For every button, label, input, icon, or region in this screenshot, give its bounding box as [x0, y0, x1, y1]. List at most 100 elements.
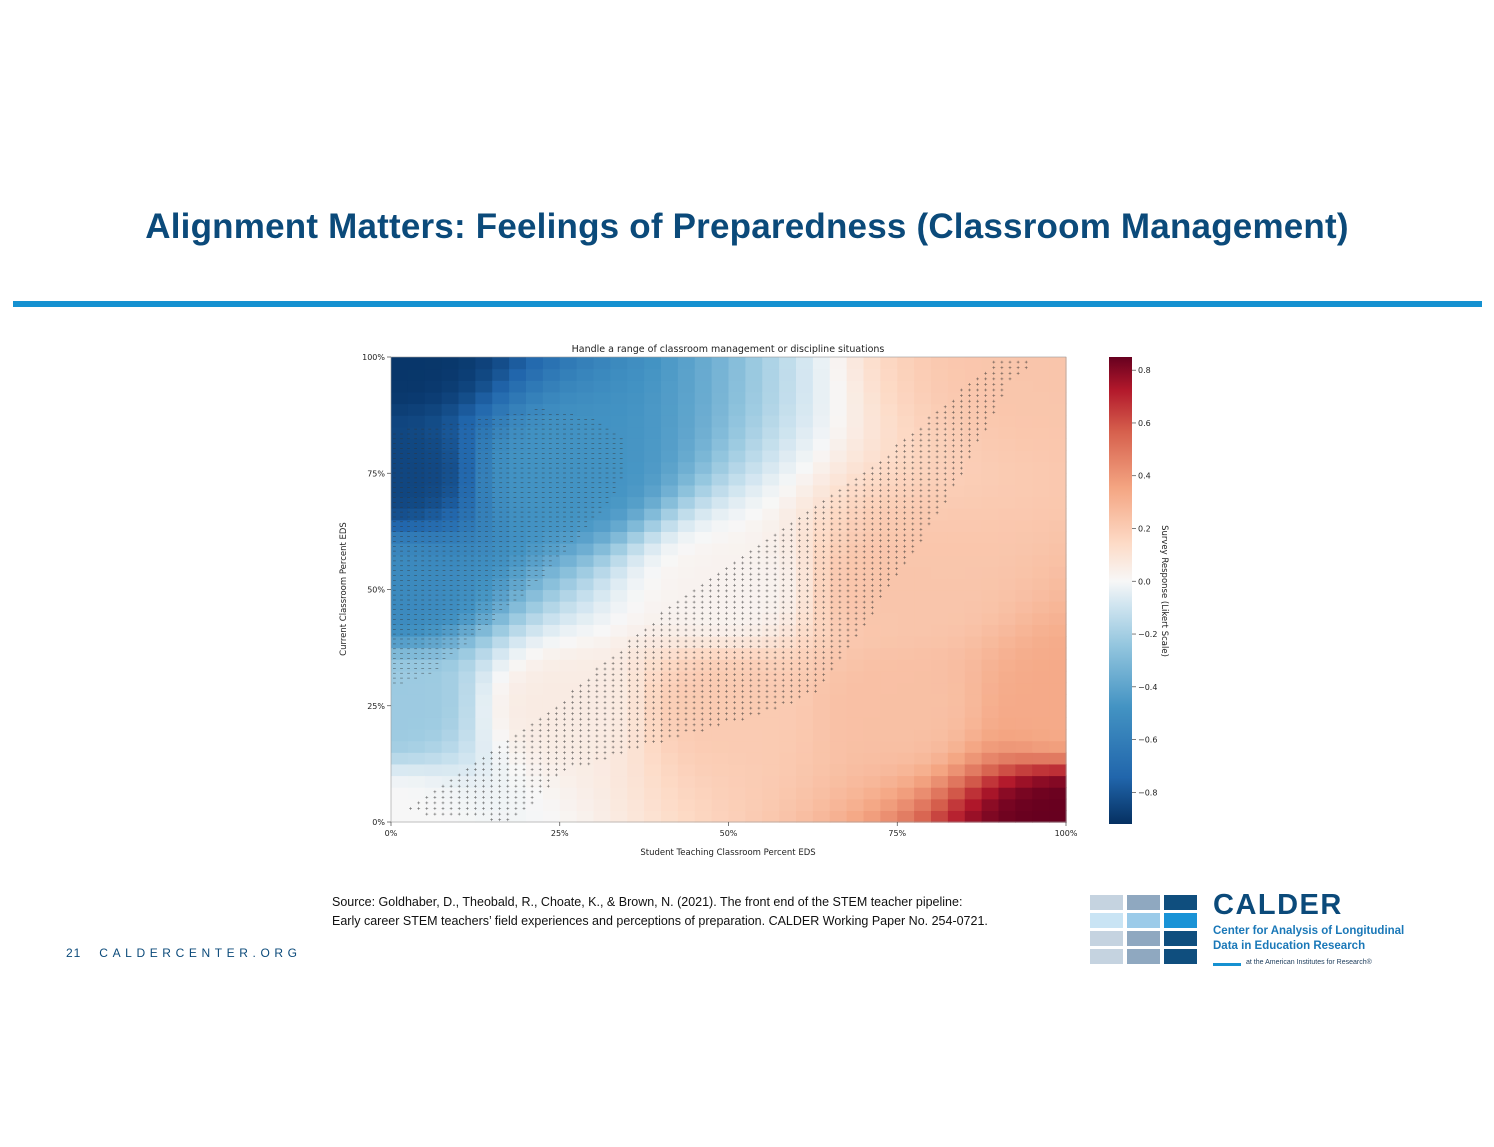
- heatmap-cell: [475, 775, 493, 788]
- heatmap-cell: [1032, 380, 1050, 393]
- heatmap-cell: [526, 438, 544, 451]
- heatmap-cell: [1015, 484, 1033, 498]
- heatmap-cell: [559, 705, 578, 718]
- heatmap-cell: [391, 461, 409, 474]
- heatmap-cell: [863, 763, 881, 777]
- heatmap-cell: [981, 484, 1000, 498]
- heatmap-cell: [677, 636, 696, 649]
- heatmap-cell: [981, 810, 1000, 823]
- heatmap-cell: [947, 531, 966, 544]
- heatmap-cell: [441, 624, 460, 637]
- heatmap-cell: [846, 543, 865, 556]
- heatmap-cell: [779, 705, 797, 718]
- heatmap-cell: [407, 682, 426, 695]
- heatmap-cell: [1032, 740, 1050, 753]
- heatmap-cell: [1015, 717, 1033, 730]
- heatmap-cell: [492, 415, 510, 428]
- heatmap-cell: [779, 461, 797, 474]
- heatmap-cell: [998, 380, 1016, 393]
- heatmap-cell: [981, 647, 1000, 660]
- heatmap-cell: [796, 787, 814, 800]
- heatmap-cell: [492, 543, 510, 556]
- heatmap-cell: [981, 496, 1000, 509]
- heatmap-cell: [542, 752, 561, 765]
- heatmap-cell: [542, 426, 561, 439]
- heatmap-cell: [846, 566, 865, 579]
- heatmap-cell: [542, 810, 561, 823]
- heatmap-cell: [509, 775, 527, 788]
- heatmap-cell: [762, 368, 780, 381]
- heatmap-cell: [694, 659, 713, 672]
- heatmap-cell: [796, 403, 814, 416]
- heatmap-cell: [931, 682, 949, 695]
- heatmap-cell: [694, 380, 713, 393]
- heatmap-cell: [509, 717, 527, 730]
- heatmap-cell: [947, 577, 966, 591]
- heatmap-cell: [424, 705, 443, 718]
- heatmap-cell: [677, 519, 696, 532]
- heatmap-cell: [458, 391, 476, 405]
- heatmap-cell: [526, 601, 544, 614]
- heatmap-cell: [391, 415, 409, 428]
- heatmap-cell: [829, 519, 848, 532]
- heatmap-cell: [576, 763, 595, 777]
- heatmap-cell: [458, 810, 476, 823]
- heatmap-cell: [559, 729, 578, 742]
- heatmap-cell: [627, 729, 645, 742]
- heatmap-cell: [526, 729, 544, 742]
- heatmap-cell: [728, 624, 746, 637]
- heatmap-cell: [492, 705, 510, 718]
- heatmap-cell: [779, 519, 797, 532]
- heatmap-cell: [897, 694, 915, 707]
- heatmap-cell: [492, 589, 510, 602]
- heatmap-cell: [981, 450, 1000, 463]
- heatmap-cell: [610, 508, 628, 521]
- heatmap-cell: [610, 461, 628, 474]
- heatmap-cell: [779, 508, 797, 521]
- heatmap-cell: [441, 577, 460, 591]
- heatmap-cell: [1049, 461, 1067, 474]
- heatmap-cell: [1015, 450, 1033, 463]
- heatmap-cell: [1032, 566, 1050, 579]
- heatmap-cell: [424, 670, 443, 684]
- heatmap-cell: [914, 554, 932, 567]
- heatmap-cell: [1015, 461, 1033, 474]
- heatmap-cell: [981, 740, 1000, 753]
- heatmap-cell: [593, 461, 611, 474]
- heatmap-cell: [492, 775, 510, 788]
- heatmap-cell: [762, 763, 780, 777]
- heatmap-cell: [407, 403, 426, 416]
- heatmap-cell: [694, 391, 713, 405]
- heatmap-cell: [441, 357, 460, 370]
- heatmap-cell: [1049, 543, 1067, 556]
- heatmap-cell: [728, 647, 746, 660]
- heatmap-cell: [644, 798, 662, 811]
- heatmap-cell: [627, 682, 645, 695]
- heatmap-cell: [779, 484, 797, 498]
- heatmap-cell: [914, 380, 932, 393]
- heatmap-cell: [762, 357, 780, 370]
- heatmap-cell: [509, 450, 527, 463]
- heatmap-cell: [931, 391, 949, 405]
- heatmap-cell: [559, 740, 578, 753]
- heatmap-cell: [627, 577, 645, 591]
- heatmap-cell: [627, 496, 645, 509]
- heatmap-cell: [644, 589, 662, 602]
- heatmap-cell: [492, 612, 510, 625]
- heatmap-cell: [947, 670, 966, 684]
- heatmap-cell: [441, 787, 460, 800]
- heatmap-cell: [526, 705, 544, 718]
- heatmap-cell: [407, 670, 426, 684]
- heatmap-cell: [576, 496, 595, 509]
- heatmap-cell: [998, 403, 1016, 416]
- heatmap-cell: [661, 426, 679, 439]
- heatmap-cell: [779, 670, 797, 684]
- heatmap-cell: [812, 519, 831, 532]
- heatmap-cell: [863, 636, 881, 649]
- heatmap-cell: [593, 391, 611, 405]
- heatmap-cell: [576, 682, 595, 695]
- heatmap-cell: [627, 426, 645, 439]
- heatmap-cell: [863, 450, 881, 463]
- heatmap-cell: [1032, 729, 1050, 742]
- heatmap-cell: [1015, 508, 1033, 521]
